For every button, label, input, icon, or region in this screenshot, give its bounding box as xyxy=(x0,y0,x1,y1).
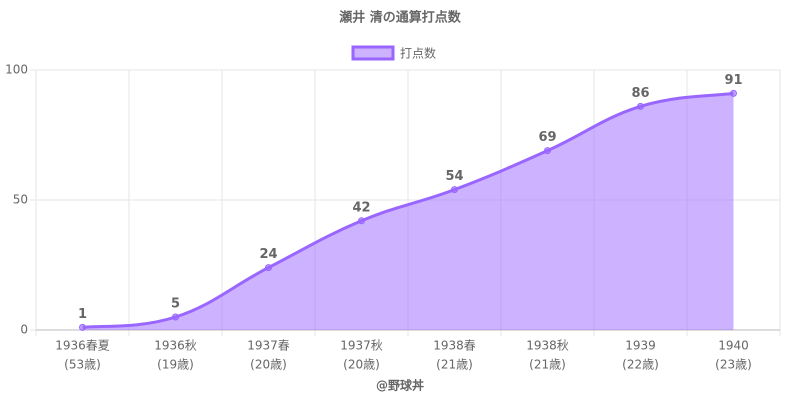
x-axis-label: @野球丼 xyxy=(376,378,424,393)
x-tick-label: (22歳) xyxy=(622,358,659,372)
x-tick-label: 1940 xyxy=(718,339,749,353)
data-label: 69 xyxy=(538,130,556,145)
x-tick-label: 1936春夏 xyxy=(55,339,110,353)
legend-swatch xyxy=(351,45,395,61)
point xyxy=(451,186,458,194)
legend-label: 打点数 xyxy=(400,46,436,61)
line xyxy=(82,91,734,329)
point xyxy=(544,147,551,155)
data-label: 42 xyxy=(352,200,370,215)
point xyxy=(265,264,272,272)
y-tick-label: 50 xyxy=(13,193,28,207)
area xyxy=(82,93,734,331)
x-tick-label: 1937秋 xyxy=(340,339,383,353)
y-tick-label: 100 xyxy=(5,63,28,77)
x-tick-label: (23歳) xyxy=(715,358,752,372)
chart-title: 瀬井 清の通算打点数 xyxy=(339,10,462,26)
x-tick-label: (20歳) xyxy=(250,358,287,372)
x-tick-label: (20歳) xyxy=(343,358,380,372)
data-label: 86 xyxy=(631,86,649,101)
x-tick-label: 1939 xyxy=(625,339,656,353)
x-tick-label: (21歳) xyxy=(529,358,566,372)
data-label: 1 xyxy=(78,307,87,322)
point xyxy=(730,89,737,97)
data-label: 54 xyxy=(445,169,463,184)
data-label: 5 xyxy=(171,297,180,312)
y-tick-label: 0 xyxy=(20,323,28,337)
x-tick-label: 1936秋 xyxy=(154,339,197,353)
point xyxy=(637,102,644,110)
x-tick-label: 1938秋 xyxy=(526,339,569,353)
point xyxy=(172,313,179,321)
data-label: 24 xyxy=(259,247,277,262)
x-tick-label: 1937春 xyxy=(247,339,290,353)
data-label: 91 xyxy=(724,73,742,88)
x-tick-label: 1938春 xyxy=(433,339,476,353)
point xyxy=(79,323,86,331)
x-tick-label: (53歳) xyxy=(64,358,101,372)
x-tick-label: (21歳) xyxy=(436,358,473,372)
point xyxy=(358,217,365,225)
x-tick-label: (19歳) xyxy=(157,358,194,372)
